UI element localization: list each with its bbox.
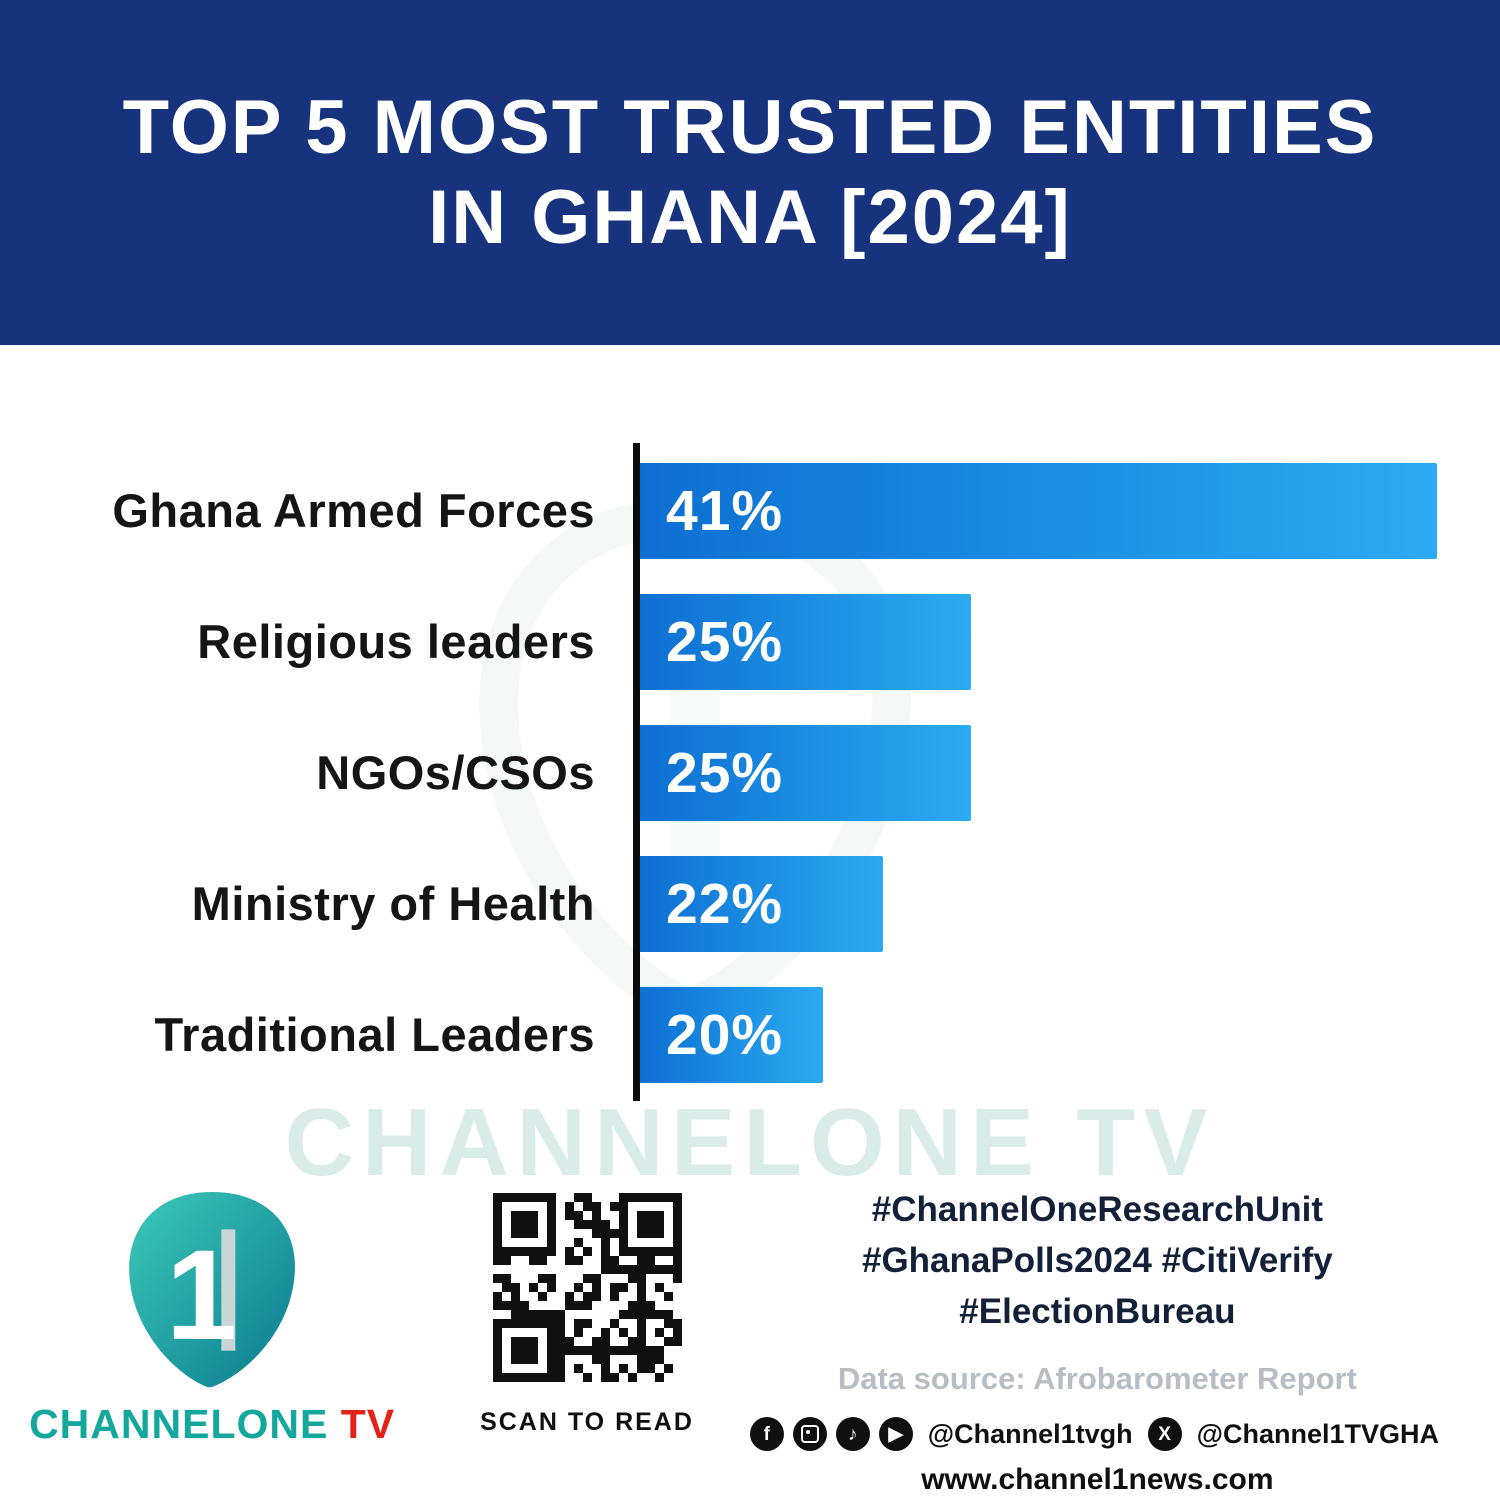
logo-numeral: 1 <box>166 1224 237 1367</box>
website-url: www.channel1news.com <box>921 1463 1274 1497</box>
bar-value-label: 22% <box>666 871 784 936</box>
bar: 41% <box>640 462 1437 559</box>
youtube-icon: ▶ <box>878 1417 913 1452</box>
hashtag-line-1: #ChannelOneResearchUnit <box>871 1190 1324 1229</box>
channel-one-logo-icon: 1 <box>129 1192 296 1388</box>
chart-axis-line <box>633 443 640 1101</box>
bar: 22% <box>640 855 883 952</box>
page-title-line2: IN GHANA [2024] <box>428 174 1072 260</box>
bar-value-label: 20% <box>666 1002 784 1067</box>
bar-value-label: 25% <box>666 609 784 674</box>
brand-channelone-text: CHANNELONE <box>29 1401 329 1447</box>
chart-row: Ministry of Health 22% <box>0 838 1500 969</box>
bar: 20% <box>640 986 823 1083</box>
qr-caption: SCAN TO READ <box>480 1408 694 1436</box>
footer: 1 CHANNELONE TV SCAN TO READ #ChannelOne… <box>0 1185 1500 1497</box>
brand-tv-text: TV <box>328 1401 396 1447</box>
hashtag-line-2: #GhanaPolls2024 #CitiVerify <box>861 1240 1333 1280</box>
tiktok-icon: ♪ <box>835 1417 870 1452</box>
hashtag-line-3: #ElectionBureau <box>959 1291 1236 1331</box>
page-title-line1: TOP 5 MOST TRUSTED ENTITIES <box>122 84 1378 170</box>
bar-chart: Ghana Armed Forces 41% Religious leaders 25… <box>0 445 1500 1100</box>
bar-value-label: 25% <box>666 740 784 805</box>
qr-block: SCAN TO READ <box>424 1185 750 1497</box>
chart-row: Traditional Leaders 20% <box>0 969 1500 1100</box>
channel-watermark-text: CHANNELONE TV <box>284 1089 1216 1196</box>
footer-info: #ChannelOneResearchUnit #GhanaPolls2024 … <box>749 1185 1500 1497</box>
qr-code <box>484 1185 690 1390</box>
social-handle-2: @Channel1TVGHA <box>1196 1418 1439 1449</box>
x-icon: X <box>1147 1417 1182 1452</box>
bar-label: Ghana Armed Forces <box>112 484 595 537</box>
facebook-icon: f <box>749 1417 784 1452</box>
bar: 25% <box>640 724 971 821</box>
bar-value-label: 41% <box>666 478 784 543</box>
social-row: f ♪ ▶ @Channel1tvgh X @Channel1TVGHA <box>749 1417 1445 1452</box>
chart-row: Religious leaders 25% <box>0 576 1500 707</box>
header-banner: TOP 5 MOST TRUSTED ENTITIES IN GHANA [20… <box>0 0 1500 345</box>
data-source-text: Data source: Afrobarometer Report <box>837 1361 1357 1397</box>
social-handle-1: @Channel1tvgh <box>927 1418 1133 1449</box>
bar-label: NGOs/CSOs <box>316 746 595 799</box>
bar: 25% <box>640 593 971 690</box>
brand-wordmark: CHANNELONE TV <box>29 1401 395 1448</box>
bar-label: Traditional Leaders <box>154 1008 595 1061</box>
chart-row: Ghana Armed Forces 41% <box>0 445 1500 576</box>
logo-block: 1 CHANNELONE TV <box>0 1185 424 1497</box>
chart-row: NGOs/CSOs 25% <box>0 707 1500 838</box>
instagram-icon <box>792 1417 827 1452</box>
bar-label: Ministry of Health <box>191 877 595 930</box>
bar-label: Religious leaders <box>197 615 595 668</box>
